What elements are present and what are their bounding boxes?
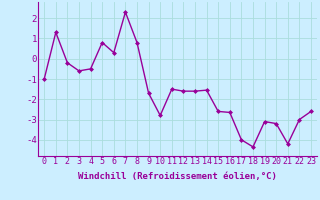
X-axis label: Windchill (Refroidissement éolien,°C): Windchill (Refroidissement éolien,°C): [78, 172, 277, 181]
